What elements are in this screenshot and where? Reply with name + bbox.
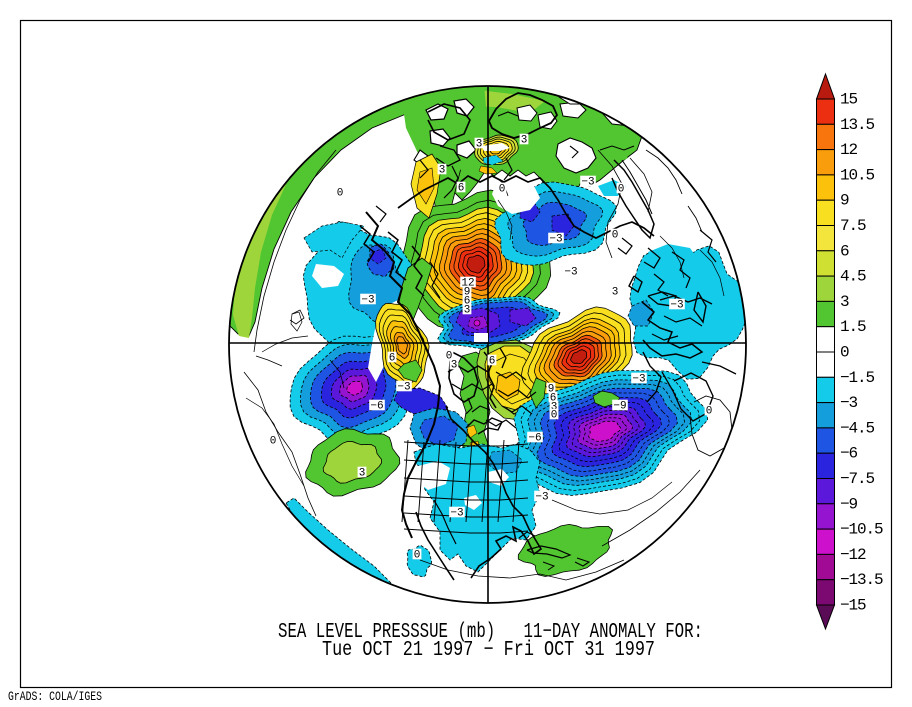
svg-text:6: 6 <box>489 355 496 367</box>
svg-text:13.5: 13.5 <box>840 116 875 134</box>
svg-text:9: 9 <box>548 383 555 395</box>
svg-text:3: 3 <box>551 401 558 413</box>
svg-text:−3: −3 <box>549 233 562 245</box>
svg-text:−12: −12 <box>840 546 866 564</box>
svg-text:9: 9 <box>840 192 849 210</box>
svg-text:−10.5: −10.5 <box>840 521 883 539</box>
svg-text:0: 0 <box>551 409 558 421</box>
svg-text:−3: −3 <box>564 266 577 278</box>
svg-text:−3: −3 <box>632 373 645 385</box>
svg-text:−15: −15 <box>840 597 866 615</box>
svg-text:0: 0 <box>618 183 625 195</box>
svg-text:3: 3 <box>439 164 446 176</box>
svg-text:−1.5: −1.5 <box>840 369 875 387</box>
svg-text:3: 3 <box>521 134 528 146</box>
svg-text:3: 3 <box>612 286 619 298</box>
svg-text:0: 0 <box>337 187 344 199</box>
svg-text:0: 0 <box>414 549 421 561</box>
svg-text:−3: −3 <box>450 507 463 519</box>
svg-text:1.5: 1.5 <box>840 318 866 336</box>
svg-text:−7.5: −7.5 <box>840 470 875 488</box>
svg-text:−3: −3 <box>670 299 683 311</box>
svg-text:−9: −9 <box>840 495 858 513</box>
svg-text:7.5: 7.5 <box>840 217 866 235</box>
svg-text:Tue OCT 21 1997 − Fri OCT 31 1: Tue OCT 21 1997 − Fri OCT 31 1997 <box>322 639 655 662</box>
svg-text:3: 3 <box>359 467 366 479</box>
svg-text:9: 9 <box>464 286 471 298</box>
svg-text:−3: −3 <box>840 394 858 412</box>
svg-text:−3: −3 <box>397 381 410 393</box>
svg-text:0: 0 <box>270 435 277 447</box>
svg-text:−3: −3 <box>581 176 594 188</box>
svg-text:6: 6 <box>464 295 471 307</box>
svg-text:−4.5: −4.5 <box>840 419 875 437</box>
svg-text:−13.5: −13.5 <box>840 571 883 589</box>
svg-text:6: 6 <box>458 182 465 194</box>
svg-text:−6: −6 <box>370 400 383 412</box>
svg-text:3: 3 <box>464 304 471 316</box>
svg-text:15: 15 <box>840 91 858 109</box>
svg-text:−6: −6 <box>840 445 858 463</box>
svg-text:GrADS: COLA/IGES: GrADS: COLA/IGES <box>8 690 102 704</box>
svg-text:3: 3 <box>840 293 849 311</box>
svg-text:10.5: 10.5 <box>840 166 875 184</box>
svg-text:SEA LEVEL PRESSSUE (mb) 11−D: SEA LEVEL PRESSSUE (mb) 11−DAY ANOMALY F… <box>278 621 703 644</box>
svg-text:0: 0 <box>706 405 713 417</box>
svg-text:6: 6 <box>550 392 557 404</box>
svg-text:12: 12 <box>840 141 858 159</box>
svg-text:0: 0 <box>612 229 619 241</box>
svg-text:0: 0 <box>840 344 849 362</box>
svg-text:6: 6 <box>840 242 849 260</box>
svg-text:−3: −3 <box>361 294 374 306</box>
svg-text:4.5: 4.5 <box>840 268 866 286</box>
svg-text:−9: −9 <box>613 400 626 412</box>
svg-text:0: 0 <box>446 350 453 362</box>
svg-text:−3: −3 <box>535 491 548 503</box>
svg-text:3: 3 <box>451 359 458 371</box>
svg-text:0: 0 <box>499 183 506 195</box>
svg-text:6: 6 <box>389 352 396 364</box>
svg-text:−6: −6 <box>528 432 541 444</box>
svg-text:3: 3 <box>476 138 483 150</box>
